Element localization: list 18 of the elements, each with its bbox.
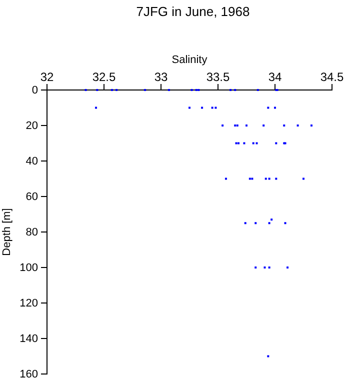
x-tick-label: 32: [40, 70, 54, 84]
y-tick-label: 120: [20, 298, 38, 310]
x-tick-label: 33: [154, 70, 168, 84]
y-tick-label: 60: [26, 191, 38, 204]
y-tick-label: 140: [20, 333, 38, 346]
x-tick-label: 32.5: [92, 70, 116, 84]
x-tick-label: 33.5: [206, 70, 230, 84]
chart-title: 7JFG in June, 1968: [136, 4, 250, 19]
y-tick-label: 80: [26, 226, 38, 239]
y-tick-label: 40: [26, 156, 38, 168]
y-axis-title: Depth [m]: [1, 208, 13, 256]
y-tick-label: 0: [32, 84, 38, 97]
x-tick-label: 34: [268, 70, 282, 84]
x-tick-label: 34.5: [320, 70, 344, 84]
y-tick-label: 100: [20, 262, 38, 274]
y-tick-label: 20: [26, 120, 38, 132]
y-tick-label: 160: [20, 368, 38, 381]
x-axis-title: Salinity: [172, 54, 208, 66]
